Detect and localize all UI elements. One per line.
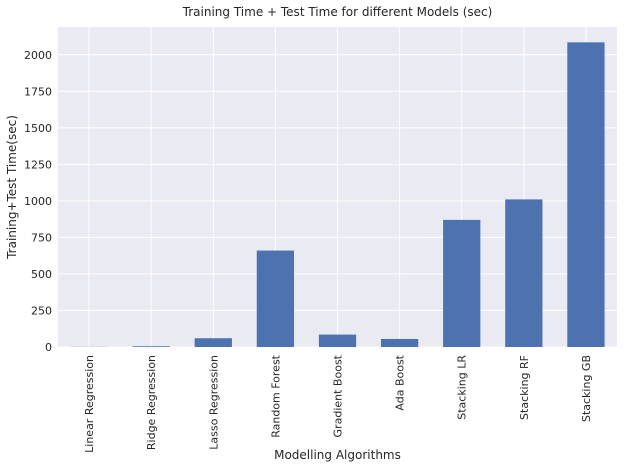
chart-title: Training Time + Test Time for different … (182, 5, 493, 19)
y-tick-label: 2000 (24, 49, 52, 62)
y-axis-label: Training+Test Time(sec) (5, 115, 19, 260)
x-tick-label: Random Forest (269, 354, 282, 437)
x-tick-label: Ridge Regression (145, 355, 158, 450)
bar (318, 334, 357, 347)
grid (58, 27, 617, 348)
bar (505, 199, 543, 347)
bar (256, 250, 295, 347)
y-tick-label: 750 (31, 231, 52, 244)
x-tick-label: Stacking GB (580, 355, 593, 422)
y-tick-label: 1750 (24, 85, 52, 98)
y-tick-label: 0 (45, 341, 52, 354)
y-tick-label: 250 (31, 304, 52, 317)
bar (567, 42, 605, 347)
x-tick-label: Lasso Regression (207, 355, 220, 450)
x-tick-label: Gradient Boost (332, 354, 345, 437)
bar (132, 346, 170, 347)
x-tick-label: Linear Regression (83, 355, 96, 453)
x-tick-label: Stacking RF (518, 355, 531, 420)
y-tick-label: 1500 (24, 122, 52, 135)
y-axis-ticks: 0 250 500 750 1000 1250 1500 1750 2000 (24, 49, 52, 354)
x-axis-ticks: Linear Regression Ridge Regression Lasso R… (83, 354, 593, 453)
bar (380, 338, 419, 347)
x-axis-label: Modelling Algorithms (274, 448, 401, 462)
bars (70, 42, 605, 347)
x-tick-label: Stacking LR (456, 355, 469, 420)
y-tick-label: 500 (31, 268, 52, 281)
y-tick-label: 1250 (24, 158, 52, 171)
bar (194, 338, 232, 347)
x-tick-label: Ada Boost (394, 354, 407, 410)
y-tick-label: 1000 (24, 195, 52, 208)
bar (443, 219, 481, 347)
